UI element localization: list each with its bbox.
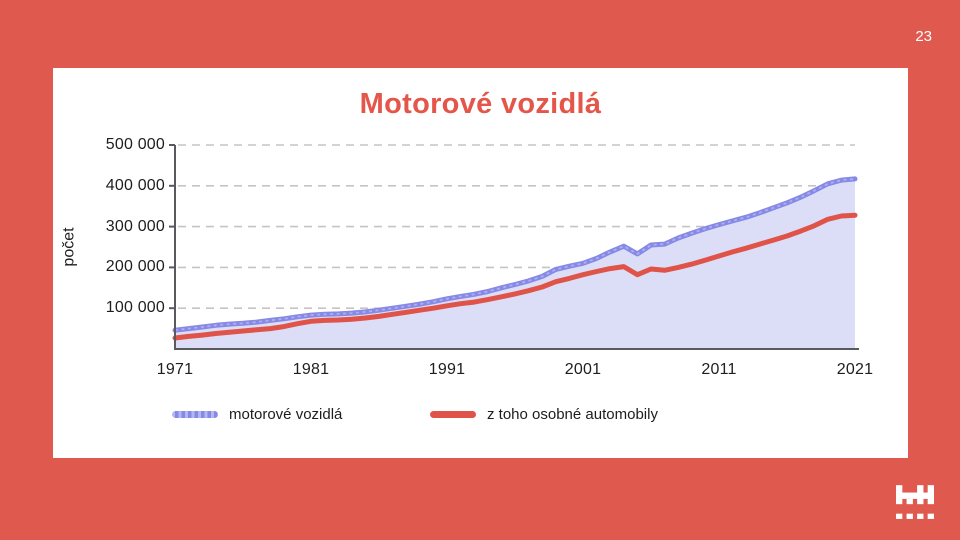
y-tick-label: 200 000 [105,258,165,276]
area-fill-motor-vehicles [175,178,855,349]
x-tick-label: 1981 [292,361,330,378]
y-tick-label: 400 000 [105,176,165,194]
x-tick-label: 1971 [156,361,194,378]
y-axis-title-wrap: počet [55,145,85,349]
series-line-passenger-cars [172,212,858,341]
y-tick-label: 500 000 [105,136,165,153]
x-tick-label: 2011 [701,361,737,378]
series-line-motor-vehicles-dash-texture [174,178,856,332]
y-tick-label: 100 000 [105,299,165,317]
y-axis-title: počet [61,227,79,267]
series-line-motor-vehicles [172,176,858,333]
chart-plot [169,144,859,350]
slide-card: Motorové vozidlá počet 100 000 200 000 300… [53,68,908,458]
y-tick-label: 300 000 [105,217,165,235]
legend-label-motor-vehicles: motorové vozidlá [229,405,343,423]
legend-item-passenger-cars: z toho osobné automobily [430,405,658,423]
legend-swatch-passenger-cars [430,410,476,418]
legend-swatch-motor-vehicles [172,410,218,418]
x-tick-label: 2001 [564,361,602,378]
legend-item-motor-vehicles: motorové vozidlá [172,405,342,423]
company-logo-icon [896,485,934,519]
page-number: 23 [915,28,932,45]
legend-label-passenger-cars: z toho osobné automobily [487,405,658,423]
chart-title: Motorové vozidlá [359,88,602,120]
x-tick-label: 2021 [836,361,874,378]
x-tick-label: 1991 [428,361,466,378]
